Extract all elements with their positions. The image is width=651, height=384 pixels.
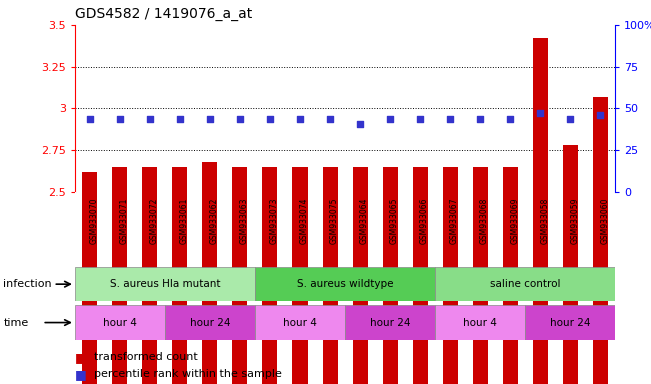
Bar <box>83 172 98 384</box>
Bar <box>165 305 255 340</box>
Bar <box>473 167 488 384</box>
Text: ■: ■ <box>75 351 87 364</box>
Text: GSM933064: GSM933064 <box>360 198 369 244</box>
Point <box>385 116 395 122</box>
Bar <box>413 167 428 384</box>
Bar <box>353 167 368 384</box>
Point <box>325 116 335 122</box>
Text: GSM933069: GSM933069 <box>510 198 519 244</box>
Text: GSM933058: GSM933058 <box>540 198 549 244</box>
Bar <box>255 267 435 301</box>
Text: GSM933067: GSM933067 <box>450 198 459 244</box>
Bar <box>383 167 398 384</box>
Point <box>505 116 516 122</box>
Point <box>535 111 546 117</box>
Bar <box>75 267 255 301</box>
Text: GSM933073: GSM933073 <box>270 198 279 244</box>
Text: hour 24: hour 24 <box>550 318 590 328</box>
Bar <box>525 305 615 340</box>
Text: GSM933072: GSM933072 <box>150 198 159 244</box>
Point <box>115 116 125 122</box>
Bar <box>255 305 345 340</box>
Text: GSM933059: GSM933059 <box>570 198 579 244</box>
Bar <box>562 145 577 384</box>
Bar <box>173 167 187 384</box>
Text: hour 24: hour 24 <box>370 318 410 328</box>
Text: GSM933071: GSM933071 <box>120 198 129 244</box>
Bar <box>435 305 525 340</box>
Text: GSM933068: GSM933068 <box>480 198 489 244</box>
Text: infection: infection <box>3 279 52 289</box>
Bar <box>113 167 128 384</box>
Point <box>204 116 215 122</box>
Text: hour 4: hour 4 <box>463 318 497 328</box>
Text: transformed count: transformed count <box>94 352 198 362</box>
Point <box>595 112 605 118</box>
Text: hour 24: hour 24 <box>189 318 230 328</box>
Text: GSM933060: GSM933060 <box>600 198 609 244</box>
Bar <box>322 167 337 384</box>
Point <box>235 116 245 122</box>
Text: GSM933061: GSM933061 <box>180 198 189 244</box>
Text: saline control: saline control <box>490 279 561 289</box>
Bar <box>592 97 607 384</box>
Bar <box>75 305 165 340</box>
Text: GSM933070: GSM933070 <box>90 198 99 244</box>
Point <box>415 116 425 122</box>
Bar <box>292 167 307 384</box>
Bar <box>345 305 435 340</box>
Bar <box>435 267 615 301</box>
Text: GSM933065: GSM933065 <box>390 198 399 244</box>
Point <box>475 116 485 122</box>
Text: GSM933074: GSM933074 <box>300 198 309 244</box>
Bar <box>503 167 518 384</box>
Text: GSM933062: GSM933062 <box>210 198 219 244</box>
Text: GDS4582 / 1419076_a_at: GDS4582 / 1419076_a_at <box>75 7 252 21</box>
Bar <box>262 167 277 384</box>
Text: percentile rank within the sample: percentile rank within the sample <box>94 369 283 379</box>
Bar <box>232 167 247 384</box>
Text: GSM933066: GSM933066 <box>420 198 429 244</box>
Text: S. aureus Hla mutant: S. aureus Hla mutant <box>109 279 220 289</box>
Point <box>355 121 365 127</box>
Text: GSM933063: GSM933063 <box>240 198 249 244</box>
Text: S. aureus wildtype: S. aureus wildtype <box>297 279 393 289</box>
Point <box>565 116 575 122</box>
Point <box>445 116 455 122</box>
Point <box>265 116 275 122</box>
Point <box>174 116 185 122</box>
Point <box>295 116 305 122</box>
Text: hour 4: hour 4 <box>103 318 137 328</box>
Bar <box>143 167 158 384</box>
Bar <box>443 167 458 384</box>
Point <box>145 116 155 122</box>
Text: ■: ■ <box>75 368 87 381</box>
Bar <box>533 38 547 384</box>
Text: time: time <box>3 318 29 328</box>
Point <box>85 116 95 122</box>
Text: hour 4: hour 4 <box>283 318 317 328</box>
Text: GSM933075: GSM933075 <box>330 198 339 244</box>
Bar <box>202 162 217 384</box>
